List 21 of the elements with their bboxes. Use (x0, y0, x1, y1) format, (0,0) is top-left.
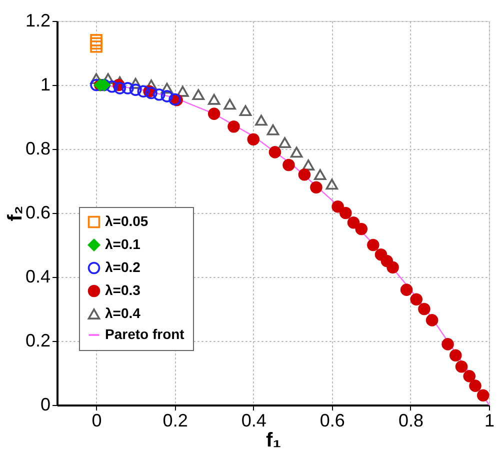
x-axis-title: f₁ (266, 430, 281, 452)
legend-label: λ=0.4 (105, 305, 141, 321)
y-tick-label: 0 (40, 394, 50, 414)
legend-label: λ=0.3 (105, 282, 141, 298)
x-tick-label: 1 (484, 410, 495, 430)
y-tick-label: 0.6 (25, 202, 50, 222)
y-tick-label: 0.4 (25, 266, 50, 286)
y-tick-label: 1 (40, 74, 50, 94)
y-tick-label: 0.8 (25, 138, 50, 158)
y-axis-title: f₂ (4, 206, 26, 222)
legend-label: λ=0.2 (105, 259, 141, 275)
x-tick-label: 0.6 (320, 410, 345, 430)
x-tick-label: 0.8 (398, 410, 424, 430)
x-tick-label: 0.4 (241, 410, 266, 430)
x-tick-label: 0 (92, 410, 102, 430)
legend-label: λ=0.05 (105, 213, 148, 229)
y-tick-label: 1.2 (25, 10, 50, 30)
x-tick-label: 0.2 (162, 410, 188, 430)
legend-label: λ=0.1 (105, 236, 141, 252)
y-tick-label: 0.2 (25, 330, 50, 350)
legend-label: Pareto front (105, 326, 185, 342)
